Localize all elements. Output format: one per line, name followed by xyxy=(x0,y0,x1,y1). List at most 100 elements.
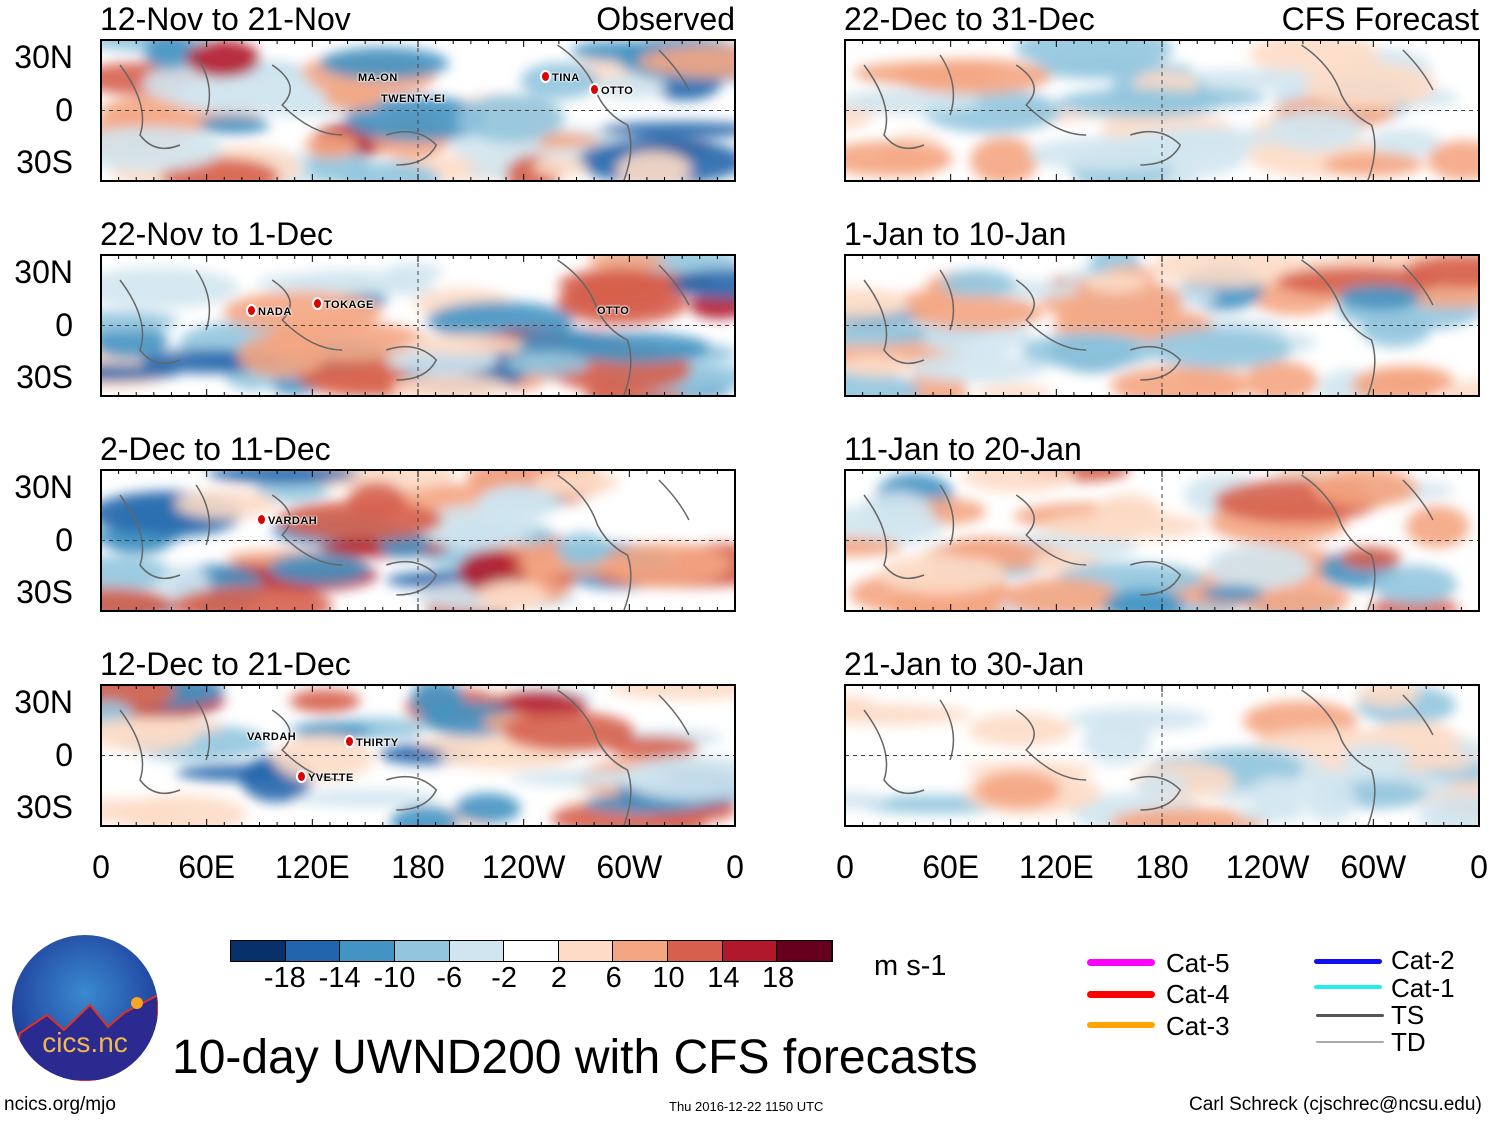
anomaly-blob xyxy=(142,60,312,108)
anomaly-blob xyxy=(1170,69,1335,91)
anomaly-blob xyxy=(513,559,638,576)
anomaly-blob xyxy=(587,255,666,273)
anomaly-blob xyxy=(101,555,175,592)
anomaly-blob xyxy=(198,115,270,135)
storm-label: TINA xyxy=(540,70,580,84)
anomaly-blob xyxy=(1304,62,1437,109)
anomaly-blob xyxy=(268,552,370,584)
colorbar-tick-label: 10 xyxy=(652,962,685,994)
anomaly-blob xyxy=(520,62,599,100)
anomaly-blob xyxy=(504,351,590,376)
anomaly-blob xyxy=(418,505,535,550)
coastline xyxy=(119,474,690,611)
colorbar-swatch xyxy=(285,941,341,961)
lon-tick-label: 180 xyxy=(1135,849,1189,885)
colorbar-tick-label: -14 xyxy=(318,962,361,994)
anomaly-blob xyxy=(1417,793,1479,826)
anomaly-blob xyxy=(1356,685,1420,708)
panel-title: 22-Nov to 1-Dec xyxy=(100,216,333,252)
lon-tick-label: 60E xyxy=(178,849,236,885)
anomaly-blob xyxy=(1406,505,1470,548)
anomaly-blob xyxy=(1337,284,1421,311)
panel-tag: CFS Forecast xyxy=(1281,1,1479,37)
coastline xyxy=(119,44,690,181)
legend-swatch xyxy=(1087,1022,1155,1028)
lon-tick-label: 0 xyxy=(1470,849,1488,885)
anomaly-blob xyxy=(532,156,588,177)
anomaly-blob xyxy=(1341,743,1410,773)
anomaly-blob xyxy=(845,537,902,557)
anomaly-blob xyxy=(345,95,488,142)
anomaly-blob xyxy=(276,500,444,541)
colorbar-swatch xyxy=(231,941,286,961)
lat-tick-label: 30S xyxy=(16,359,73,395)
anomaly-blob xyxy=(1067,706,1208,732)
anomaly-blob xyxy=(101,716,224,736)
lat-tick-label: 30S xyxy=(16,574,73,610)
figure-title: 10-day UWND200 with CFS forecasts xyxy=(172,1031,978,1084)
anomaly-blob xyxy=(171,586,333,611)
anomaly-blob xyxy=(339,161,441,181)
anomaly-blob xyxy=(101,310,179,332)
panel-title: 21-Jan to 30-Jan xyxy=(844,646,1085,682)
anomaly-blob xyxy=(1201,584,1265,602)
anomaly-blob xyxy=(237,333,327,378)
anomaly-blob xyxy=(974,771,1061,809)
wind-anomaly-map xyxy=(100,39,736,182)
panel-title: 11-Jan to 20-Jan xyxy=(844,431,1082,467)
anomaly-blob xyxy=(961,470,1075,493)
anomaly-blob xyxy=(1057,87,1224,118)
coastline xyxy=(119,689,690,826)
legend-label: Cat-1 xyxy=(1391,973,1455,1003)
anomaly-blob xyxy=(909,295,1044,330)
storm-label: OTTO xyxy=(589,83,633,97)
anomaly-blob xyxy=(845,287,916,319)
anomaly-blob xyxy=(1146,328,1293,369)
hurricane-icon xyxy=(540,70,551,83)
wind-anomaly-map xyxy=(100,684,736,827)
anomaly-blob xyxy=(377,278,435,296)
colorbar-tick-label: -2 xyxy=(491,962,517,994)
anomaly-blob xyxy=(607,736,699,759)
anomaly-blob xyxy=(1148,255,1310,287)
lon-tick-label: 60W xyxy=(1340,849,1407,885)
wind-anomaly-map xyxy=(844,39,1480,182)
anomaly-blob xyxy=(475,580,548,611)
lat-tick-label: 30N xyxy=(14,469,73,505)
colorbar-swatch xyxy=(558,941,614,961)
legend-swatch xyxy=(1087,958,1155,966)
wind-anomaly-map xyxy=(844,254,1480,397)
coastline xyxy=(863,689,1434,826)
anomaly-blob xyxy=(454,793,521,824)
anomaly-blob xyxy=(620,755,735,801)
storm-label: YVETTE xyxy=(296,770,354,784)
anomaly-blob xyxy=(1267,110,1364,152)
legend-swatch xyxy=(1087,990,1155,998)
anomaly-blob xyxy=(1004,577,1119,611)
lat-tick-label: 0 xyxy=(55,91,73,128)
colorbar xyxy=(230,940,833,962)
colorbar-swatch xyxy=(449,941,505,961)
wind-anomaly-map xyxy=(844,469,1480,612)
lon-tick-label: 0 xyxy=(92,849,110,885)
storm-label: THIRTY xyxy=(344,735,399,749)
anomaly-blob xyxy=(1206,544,1311,591)
footer-url[interactable]: ncics.org/mjo xyxy=(4,1094,116,1115)
lat-tick-label: 30S xyxy=(16,789,73,825)
storm-label: VARDAH xyxy=(256,513,317,527)
anomaly-blob xyxy=(1094,493,1163,536)
hurricane-icon xyxy=(256,513,267,526)
anomaly-blob xyxy=(904,353,1046,383)
hurricane-icon xyxy=(296,770,307,783)
coastline xyxy=(119,259,690,396)
anomaly-blob xyxy=(101,324,169,359)
anomaly-blob xyxy=(256,273,383,294)
anomaly-blob xyxy=(533,470,619,497)
anomaly-blob xyxy=(943,537,1031,559)
legend-swatch xyxy=(1314,985,1382,989)
hurricane-icon xyxy=(344,735,355,748)
anomaly-blob xyxy=(599,542,732,586)
anomaly-blob xyxy=(599,121,735,139)
colorbar-tick-label: 6 xyxy=(605,962,622,994)
anomaly-blob xyxy=(895,58,1052,95)
